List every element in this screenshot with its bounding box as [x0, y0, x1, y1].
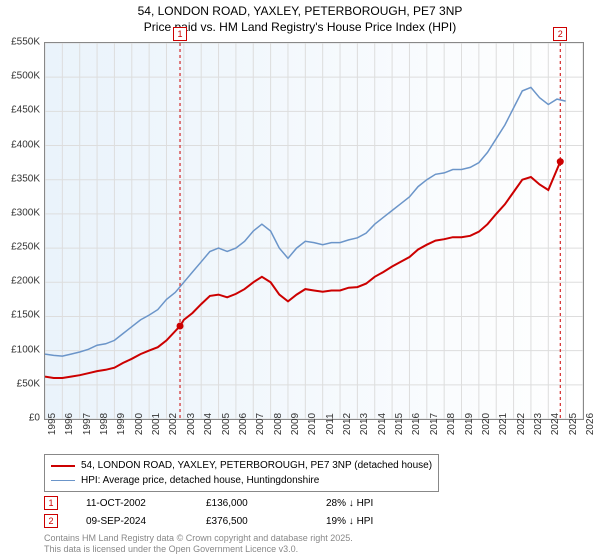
x-tick-label: 2008: [273, 413, 284, 435]
x-tick-label: 2000: [134, 413, 145, 435]
x-tick-label: 2001: [151, 413, 162, 435]
x-tick-label: 2006: [238, 413, 249, 435]
x-tick-label: 2025: [568, 413, 579, 435]
legend: 54, LONDON ROAD, YAXLEY, PETERBOROUGH, P…: [44, 454, 439, 492]
x-tick-label: 2022: [516, 413, 527, 435]
y-tick-label: £450K: [11, 105, 40, 116]
x-axis: 1995199619971998199920002001200220032004…: [44, 422, 584, 452]
x-tick-label: 2026: [585, 413, 596, 435]
marker-price: £136,000: [206, 498, 326, 509]
chart-title-line1: 54, LONDON ROAD, YAXLEY, PETERBOROUGH, P…: [0, 4, 600, 20]
y-tick-label: £400K: [11, 139, 40, 150]
footer-line1: Contains HM Land Registry data © Crown c…: [44, 533, 353, 544]
legend-swatch: [51, 480, 75, 482]
chart-marker-badge-1: 1: [173, 27, 187, 41]
footer-attribution: Contains HM Land Registry data © Crown c…: [44, 533, 353, 555]
x-tick-label: 2019: [464, 413, 475, 435]
x-tick-label: 2017: [429, 413, 440, 435]
marker-diff: 19% ↓ HPI: [326, 516, 446, 527]
marker-badge-2: 2: [44, 514, 58, 528]
x-tick-label: 2007: [255, 413, 266, 435]
x-tick-label: 2023: [533, 413, 544, 435]
chart-svg: [45, 43, 583, 419]
y-tick-label: £200K: [11, 276, 40, 287]
chart-marker-badge-2: 2: [553, 27, 567, 41]
x-tick-label: 2014: [377, 413, 388, 435]
marker-diff: 28% ↓ HPI: [326, 498, 446, 509]
x-tick-label: 2004: [203, 413, 214, 435]
x-tick-label: 2012: [342, 413, 353, 435]
legend-label: 54, LONDON ROAD, YAXLEY, PETERBOROUGH, P…: [81, 458, 432, 473]
x-tick-label: 2024: [550, 413, 561, 435]
legend-label: HPI: Average price, detached house, Hunt…: [81, 473, 319, 488]
y-tick-label: £50K: [17, 378, 40, 389]
marker-row: 1 11-OCT-2002 £136,000 28% ↓ HPI: [44, 494, 446, 512]
legend-item: 54, LONDON ROAD, YAXLEY, PETERBOROUGH, P…: [51, 458, 432, 473]
y-tick-label: £550K: [11, 37, 40, 48]
x-tick-label: 2015: [394, 413, 405, 435]
x-tick-label: 2010: [307, 413, 318, 435]
marker-table: 1 11-OCT-2002 £136,000 28% ↓ HPI 2 09-SE…: [44, 494, 446, 530]
x-tick-label: 2018: [446, 413, 457, 435]
x-tick-label: 2013: [359, 413, 370, 435]
x-tick-label: 2020: [481, 413, 492, 435]
marker-badge-1: 1: [44, 496, 58, 510]
legend-swatch: [51, 465, 75, 467]
x-tick-label: 2005: [221, 413, 232, 435]
chart-title-line2: Price paid vs. HM Land Registry's House …: [0, 20, 600, 36]
x-tick-label: 1996: [64, 413, 75, 435]
y-tick-label: £300K: [11, 207, 40, 218]
x-tick-label: 2016: [411, 413, 422, 435]
y-axis: £0£50K£100K£150K£200K£250K£300K£350K£400…: [0, 42, 42, 420]
marker-date: 11-OCT-2002: [86, 498, 206, 509]
y-tick-label: £150K: [11, 310, 40, 321]
y-tick-label: £350K: [11, 173, 40, 184]
x-tick-label: 2009: [290, 413, 301, 435]
x-tick-label: 1998: [99, 413, 110, 435]
x-tick-label: 2003: [186, 413, 197, 435]
x-tick-label: 2002: [168, 413, 179, 435]
chart-plot-area: 12: [44, 42, 584, 420]
y-tick-label: £500K: [11, 71, 40, 82]
x-tick-label: 2021: [498, 413, 509, 435]
y-tick-label: £100K: [11, 344, 40, 355]
x-tick-label: 2011: [325, 413, 336, 435]
marker-row: 2 09-SEP-2024 £376,500 19% ↓ HPI: [44, 512, 446, 530]
y-tick-label: £250K: [11, 242, 40, 253]
x-tick-label: 1997: [82, 413, 93, 435]
marker-price: £376,500: [206, 516, 326, 527]
x-tick-label: 1995: [47, 413, 58, 435]
x-tick-label: 1999: [116, 413, 127, 435]
footer-line2: This data is licensed under the Open Gov…: [44, 544, 353, 555]
y-tick-label: £0: [29, 413, 40, 424]
legend-item: HPI: Average price, detached house, Hunt…: [51, 473, 432, 488]
marker-date: 09-SEP-2024: [86, 516, 206, 527]
